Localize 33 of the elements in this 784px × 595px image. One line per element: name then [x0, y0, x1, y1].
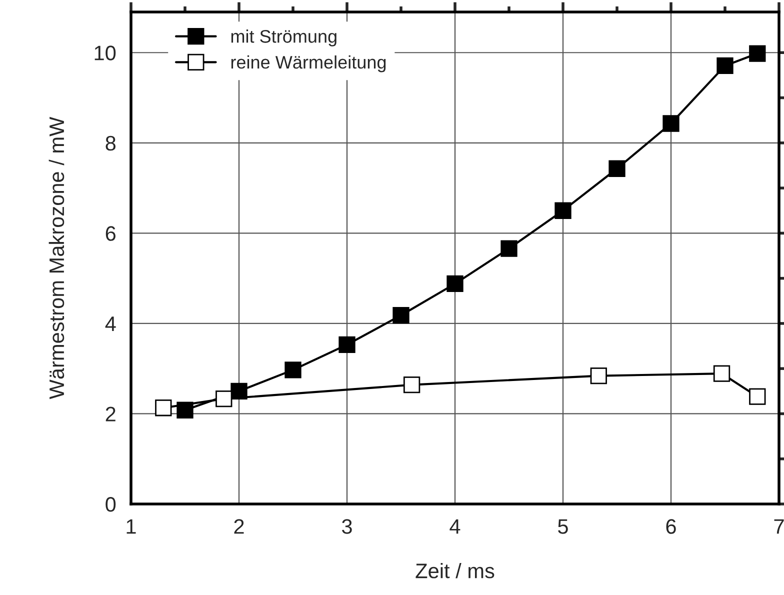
- x-tick-label: 2: [234, 519, 244, 534]
- point: [403, 376, 420, 394]
- point: [749, 388, 766, 405]
- y-tick-label: 6: [106, 226, 116, 241]
- x-tick-label: 4: [450, 519, 460, 534]
- point: [662, 115, 680, 132]
- point: [500, 240, 518, 257]
- x-axis-title: Zeit / ms: [416, 563, 494, 578]
- point: [216, 390, 232, 408]
- point: [446, 275, 464, 292]
- point: [608, 160, 626, 177]
- point: [338, 336, 356, 353]
- y-tick-label: 10: [94, 46, 116, 60]
- y-axis-title: Wärmestrom Makrozone / mW: [48, 116, 64, 400]
- x-tick-label: 3: [342, 519, 352, 534]
- y-tick-label: 8: [106, 136, 116, 151]
- point: [590, 367, 607, 384]
- legend-label: reine Wärmeleitung: [231, 55, 386, 72]
- x-tick-label: 6: [666, 519, 676, 534]
- y-tick-label: 4: [105, 316, 116, 331]
- y-tick-label: 0: [106, 497, 116, 512]
- y-tick-label: 2: [106, 406, 116, 422]
- legend-label: mit Strömung: [231, 30, 336, 46]
- x-tick-label: 1: [126, 519, 136, 534]
- point: [155, 400, 172, 416]
- x-tick-label: 7: [774, 519, 784, 534]
- point: [716, 57, 734, 74]
- point: [749, 45, 766, 62]
- point: [713, 365, 730, 382]
- point: [554, 202, 572, 219]
- point: [392, 306, 410, 324]
- point: [284, 362, 302, 378]
- x-tick-label: 5: [558, 519, 568, 534]
